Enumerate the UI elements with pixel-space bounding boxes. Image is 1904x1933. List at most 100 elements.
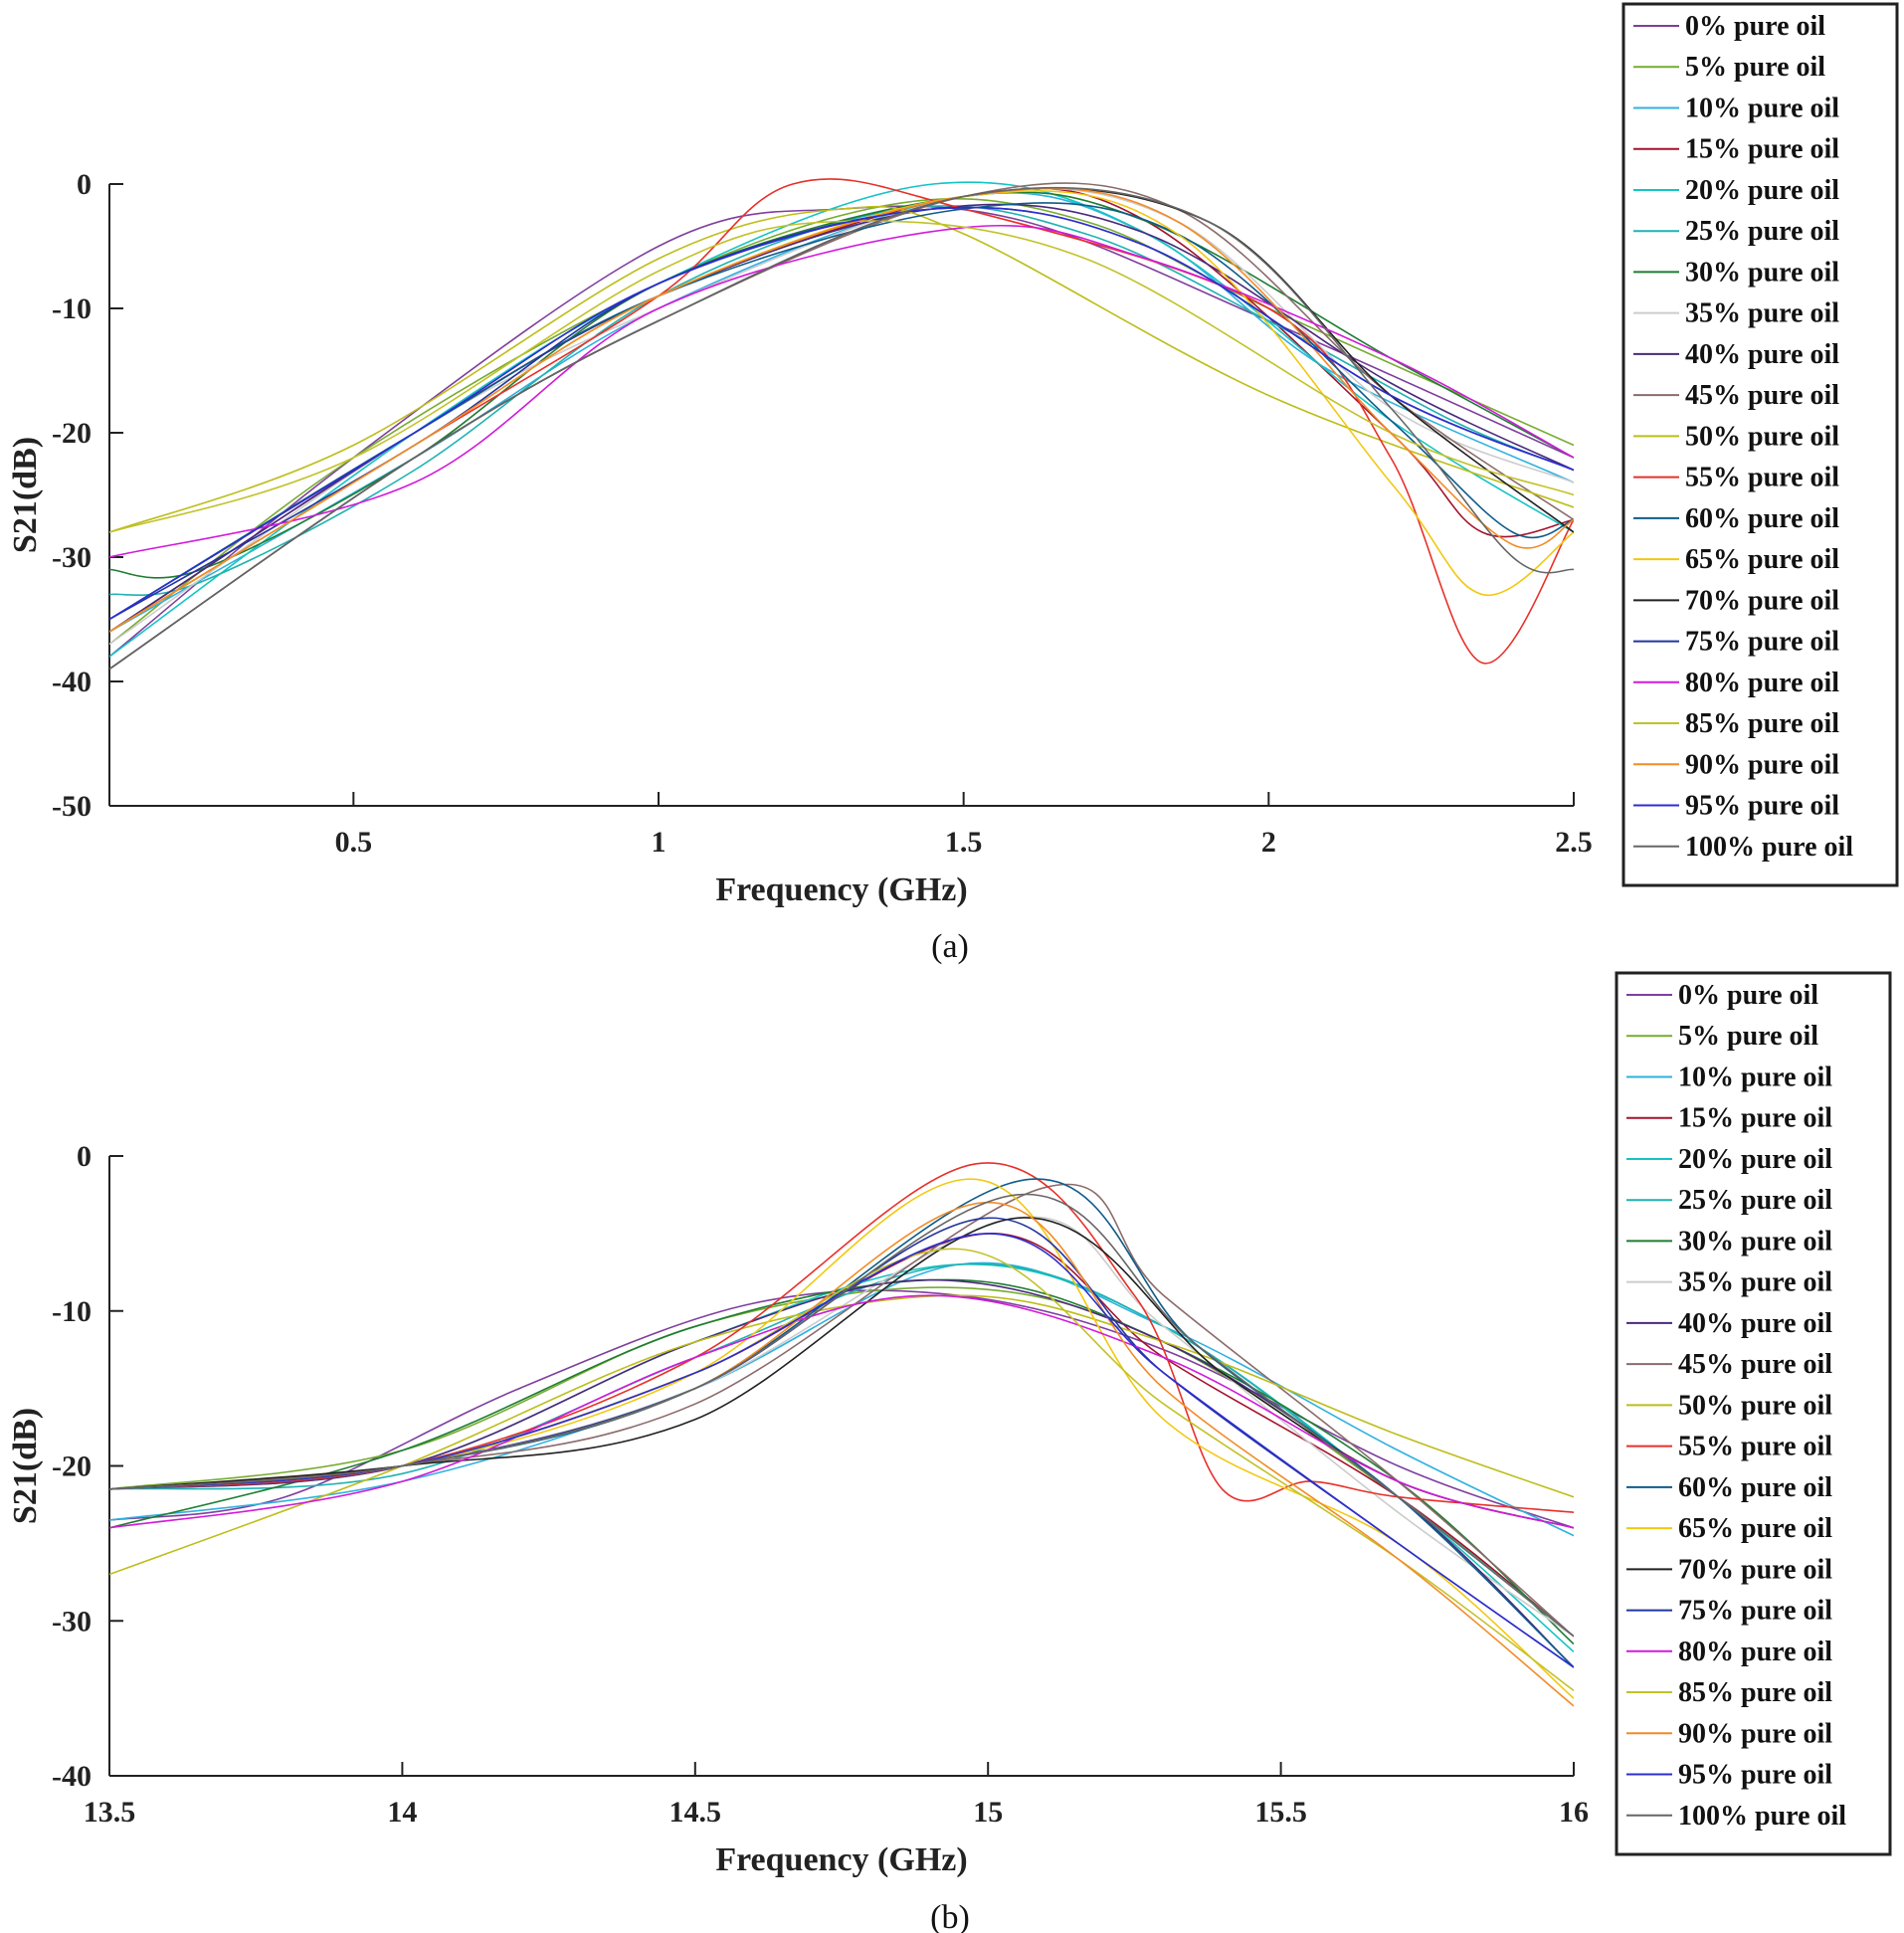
legend-entry: 70% pure oil <box>1685 585 1839 616</box>
legend: 0% pure oil 5% pure oil 10% pure oil 15% pu… <box>1621 2 1899 887</box>
legend-entry: 45% pure oil <box>1678 1349 1832 1380</box>
y-tick-label: -30 <box>52 541 92 574</box>
legend-entry: 20% pure oil <box>1678 1144 1832 1175</box>
chart-panel-a: 0 -10 -20 -30 -40 -50 0.5 1 1.5 2 2.5 Frequency (GH… <box>7 2 1899 965</box>
legend-entry: 90% pure oil <box>1678 1718 1832 1749</box>
legend-entry: 25% pure oil <box>1678 1185 1832 1216</box>
series-line-0-pure-oil <box>109 1289 1574 1529</box>
legend-entry: 45% pure oil <box>1685 380 1839 411</box>
x-tick-label: 14 <box>387 1796 417 1829</box>
legend-entry: 15% pure oil <box>1685 134 1839 165</box>
legend-entry: 40% pure oil <box>1685 339 1839 370</box>
series-line-15-pure-oil <box>109 187 1574 633</box>
y-tick-label: -30 <box>52 1605 92 1638</box>
series-line-0-pure-oil <box>109 205 1574 658</box>
series-line-25-pure-oil <box>109 205 1574 597</box>
legend-entry: 25% pure oil <box>1685 216 1839 247</box>
legend-entry: 60% pure oil <box>1678 1472 1832 1503</box>
legend-entry: 100% pure oil <box>1685 832 1853 863</box>
x-tick-label: 13.5 <box>84 1796 136 1829</box>
series-line-20-pure-oil <box>109 181 1574 658</box>
legend-entry: 90% pure oil <box>1685 749 1839 780</box>
x-tick-label: 1.5 <box>945 826 983 859</box>
legend-entry: 0% pure oil <box>1685 11 1825 42</box>
legend-entry: 0% pure oil <box>1678 980 1818 1011</box>
legend-entry: 75% pure oil <box>1685 627 1839 658</box>
y-tick-label: 0 <box>77 168 92 201</box>
legend-entry: 30% pure oil <box>1678 1226 1832 1256</box>
x-tick-label: 0.5 <box>335 826 373 859</box>
y-tick-label: -20 <box>52 417 92 450</box>
y-tick-label: -50 <box>52 790 92 823</box>
legend-entry: 15% pure oil <box>1678 1103 1832 1134</box>
y-axis-title: S21(dB) <box>7 437 44 553</box>
legend-box <box>1615 971 1892 1856</box>
y-tick-label: -10 <box>52 1295 92 1328</box>
x-axis-title: Frequency (GHz) <box>715 1841 967 1878</box>
x-tick-label: 16 <box>1559 1796 1589 1829</box>
legend-entry: 50% pure oil <box>1678 1390 1832 1421</box>
legend-entry: 85% pure oil <box>1678 1677 1832 1708</box>
legend-entry: 50% pure oil <box>1685 421 1839 452</box>
legend-entry: 80% pure oil <box>1685 668 1839 698</box>
legend-entry: 95% pure oil <box>1685 791 1839 822</box>
y-tick-label: -40 <box>52 1760 92 1793</box>
legend-entry: 20% pure oil <box>1685 175 1839 206</box>
series-line-70-pure-oil <box>109 1217 1574 1529</box>
legend-entry: 5% pure oil <box>1685 52 1825 83</box>
x-tick-label: 2 <box>1261 826 1276 859</box>
legend-entry: 80% pure oil <box>1678 1637 1832 1667</box>
legend-entry: 75% pure oil <box>1678 1596 1832 1627</box>
series-line-80-pure-oil <box>109 224 1574 558</box>
series-line-90-pure-oil <box>109 187 1574 633</box>
legend-entry: 85% pure oil <box>1685 708 1839 739</box>
x-tick-label: 15.5 <box>1254 1796 1307 1829</box>
series-line-65-pure-oil <box>109 1178 1574 1699</box>
legend-entry: 70% pure oil <box>1678 1554 1832 1585</box>
series-line-50-pure-oil <box>109 205 1574 533</box>
legend-entry: 65% pure oil <box>1685 544 1839 575</box>
series-line-35-pure-oil <box>109 187 1574 646</box>
x-tick-label: 1 <box>652 826 666 859</box>
y-tick-label: -10 <box>52 292 92 325</box>
series-line-10-pure-oil <box>109 191 1574 633</box>
legend-entry: 10% pure oil <box>1678 1062 1832 1092</box>
series-line-45-pure-oil <box>109 1183 1574 1638</box>
legend-entry: 40% pure oil <box>1678 1308 1832 1339</box>
series-line-45-pure-oil <box>109 182 1574 671</box>
legend-entry: 95% pure oil <box>1678 1760 1832 1791</box>
legend: 0% pure oil 5% pure oil 10% pure oil 15% pu… <box>1615 971 1892 1856</box>
legend-entry: 5% pure oil <box>1678 1021 1818 1052</box>
legend-entry: 60% pure oil <box>1685 503 1839 534</box>
x-tick-label: 14.5 <box>669 1796 722 1829</box>
series-line-50-pure-oil <box>109 1294 1574 1576</box>
x-axis-title: Frequency (GHz) <box>715 871 967 908</box>
series-group <box>109 178 1574 671</box>
panel-caption: (a) <box>931 928 969 965</box>
legend-entry: 30% pure oil <box>1685 257 1839 288</box>
panel-caption: (b) <box>930 1899 970 1933</box>
legend-entry: 10% pure oil <box>1685 93 1839 123</box>
series-line-5-pure-oil <box>109 198 1574 646</box>
y-axis-title: S21(dB) <box>7 1408 44 1524</box>
series-line-80-pure-oil <box>109 1294 1574 1529</box>
y-tick-label: -40 <box>52 666 92 698</box>
legend-box <box>1621 2 1899 887</box>
series-line-55-pure-oil <box>109 178 1574 665</box>
series-line-100-pure-oil <box>109 186 1574 671</box>
series-line-85-pure-oil <box>109 220 1574 533</box>
legend-entry: 35% pure oil <box>1678 1267 1832 1298</box>
series-line-70-pure-oil <box>109 187 1574 671</box>
series-group <box>109 1162 1574 1707</box>
series-line-90-pure-oil <box>109 1201 1574 1707</box>
x-tick-label: 2.5 <box>1555 826 1593 859</box>
y-tick-label: 0 <box>77 1140 92 1173</box>
x-tick-label: 15 <box>973 1796 1003 1829</box>
legend-entry: 35% pure oil <box>1685 298 1839 329</box>
legend-entry: 55% pure oil <box>1678 1432 1832 1462</box>
y-tick-label: -20 <box>52 1450 92 1483</box>
legend-entry: 100% pure oil <box>1678 1801 1846 1832</box>
series-line-100-pure-oil <box>109 1193 1574 1638</box>
